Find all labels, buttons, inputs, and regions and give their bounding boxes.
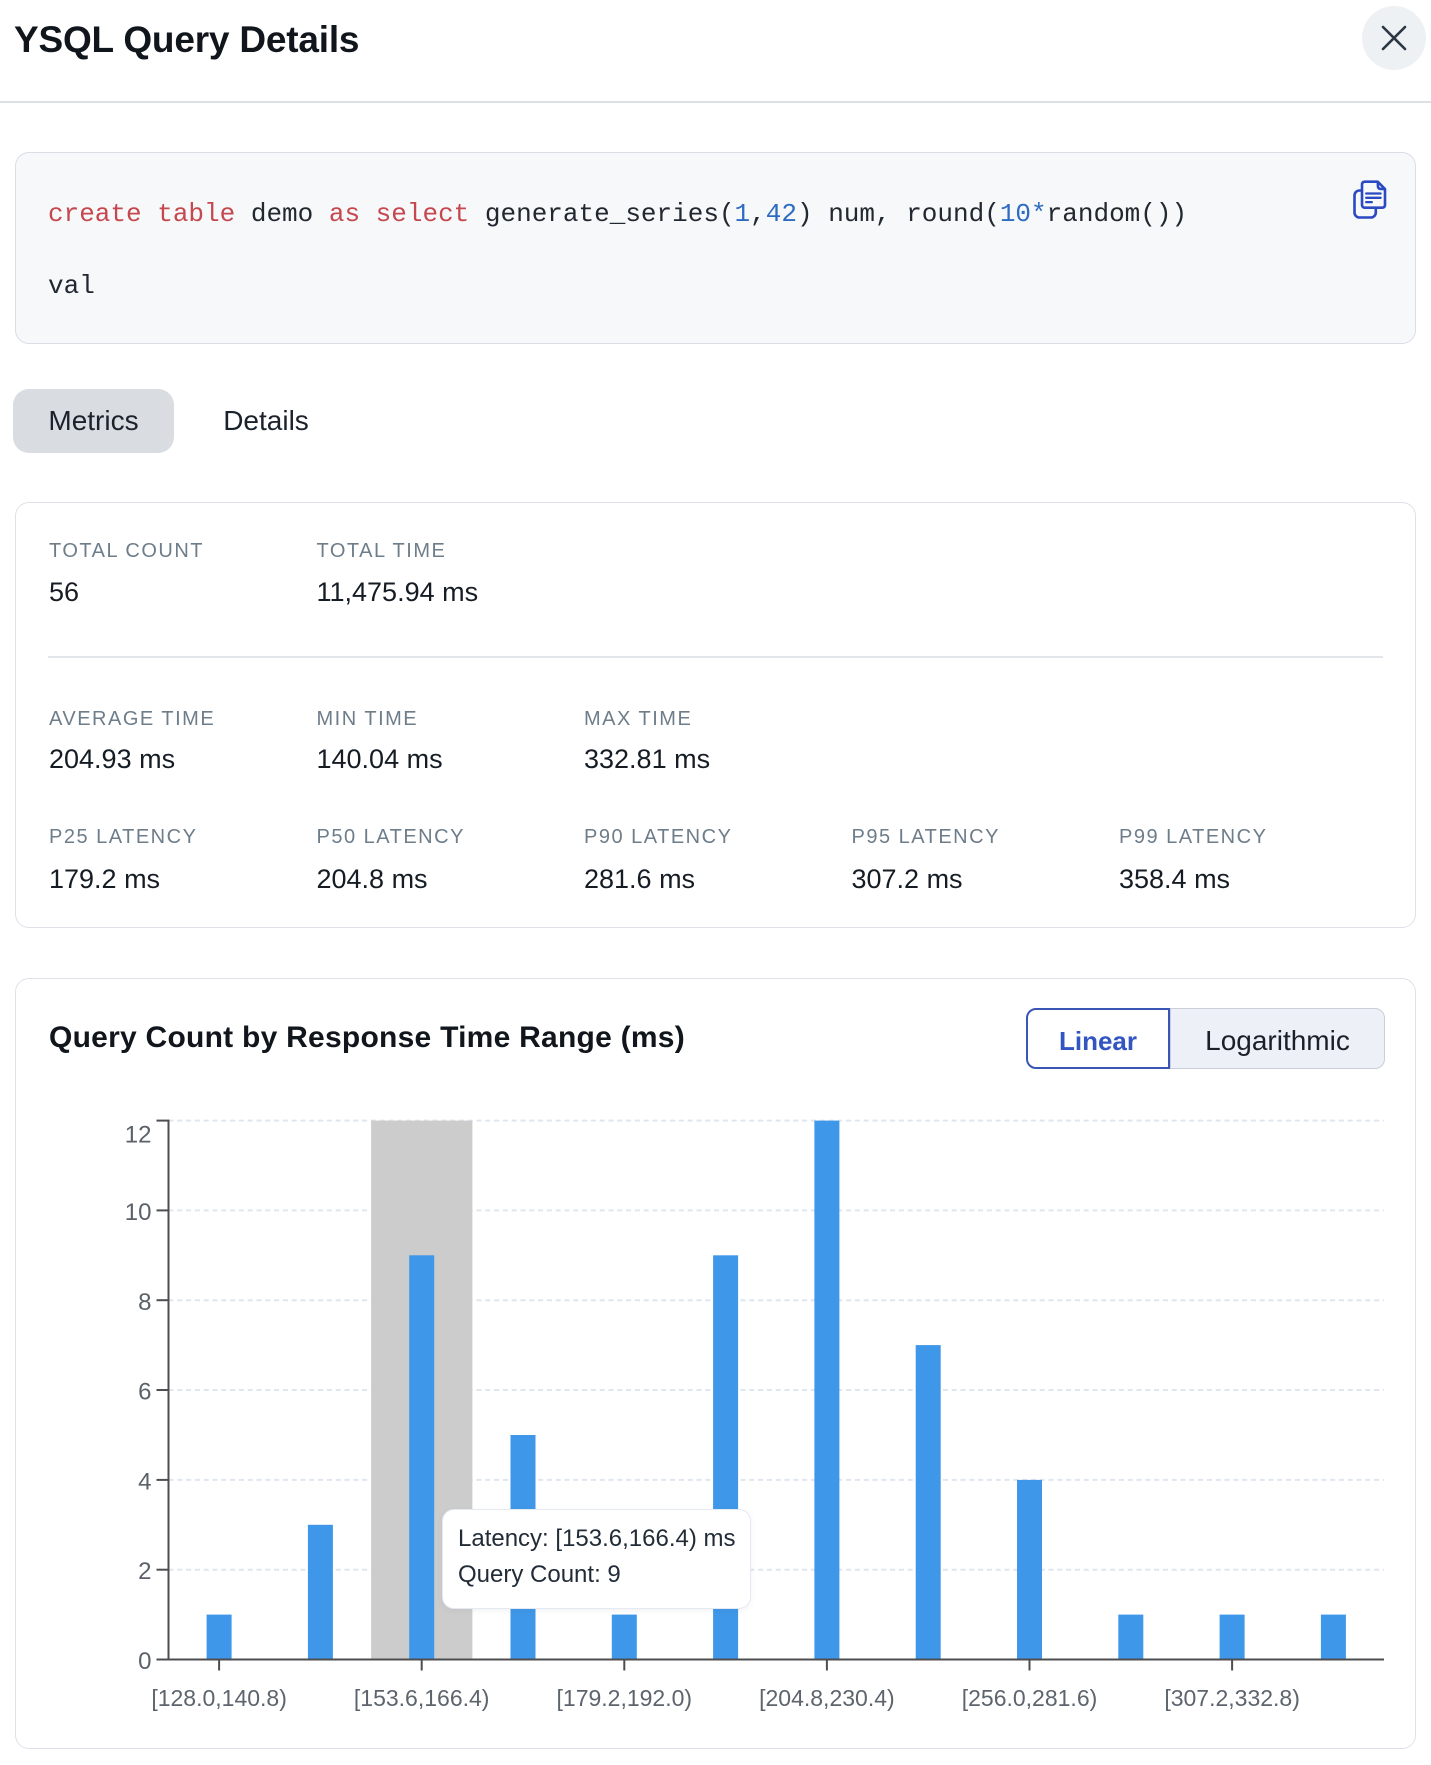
svg-text:4: 4 [138,1468,151,1495]
svg-text:2: 2 [138,1558,151,1585]
svg-text:10: 10 [125,1199,152,1226]
svg-text:6: 6 [138,1379,151,1406]
svg-text:[307.2,332.8): [307.2,332.8) [1164,1685,1300,1711]
svg-text:[153.6,166.4): [153.6,166.4) [354,1685,490,1711]
svg-text:8: 8 [138,1289,151,1316]
svg-text:[204.8,230.4): [204.8,230.4) [759,1685,895,1711]
svg-text:[128.0,140.8): [128.0,140.8) [151,1685,287,1711]
svg-text:[256.0,281.6): [256.0,281.6) [962,1685,1098,1711]
svg-text:0: 0 [138,1648,151,1675]
svg-text:12: 12 [125,1121,152,1148]
svg-text:[179.2,192.0): [179.2,192.0) [557,1685,693,1711]
